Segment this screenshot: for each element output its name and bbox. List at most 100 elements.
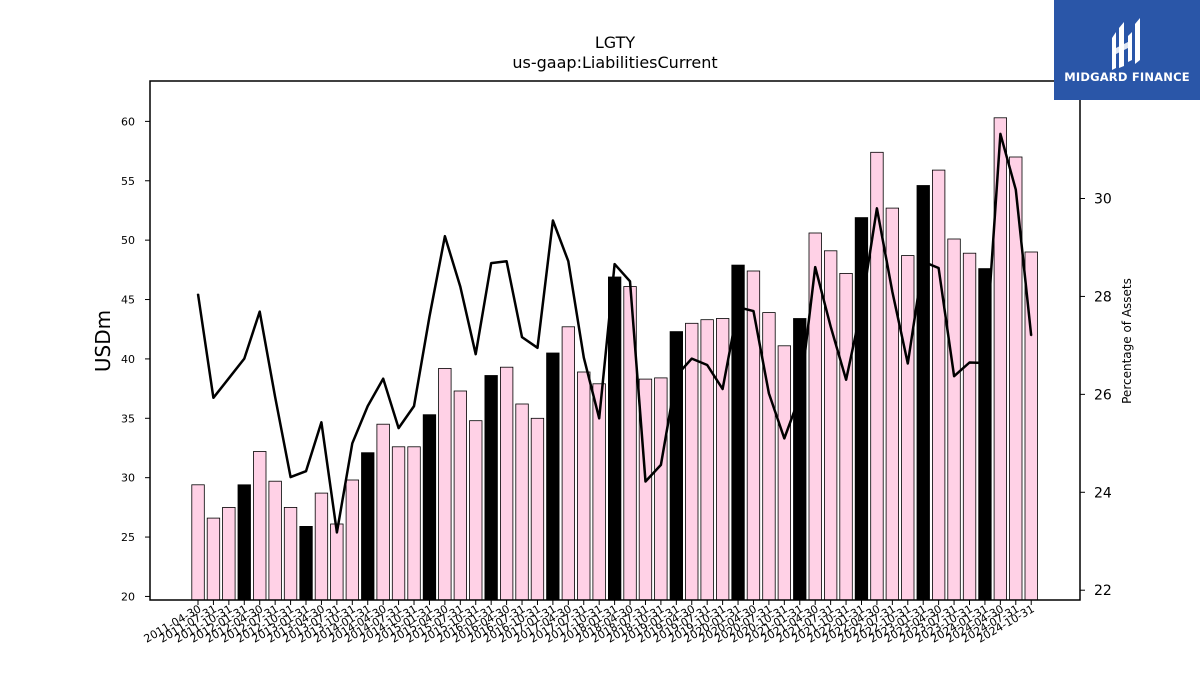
bar: [299, 526, 313, 601]
line-point: [521, 336, 523, 338]
y-tick-label: 45: [121, 294, 135, 307]
line-point: [660, 464, 662, 466]
bar: [345, 479, 360, 601]
brand-name: MIDGARD FINANCE: [1064, 70, 1190, 84]
bar-series: [191, 117, 1038, 601]
bar: [916, 185, 930, 601]
line-point: [614, 263, 616, 265]
y2-tick-label: 22: [1094, 583, 1112, 599]
line-point: [336, 531, 338, 534]
line-point: [629, 280, 631, 282]
bar: [422, 414, 437, 601]
bar: [469, 420, 483, 601]
y-tick-label: 35: [121, 412, 135, 425]
line-point: [228, 377, 230, 379]
y-axis-right: 22 24 26 28 30: [1080, 192, 1112, 599]
bar: [206, 517, 221, 601]
brand-logo: MIDGARD FINANCE: [1054, 0, 1200, 100]
line-point: [968, 361, 971, 364]
line-point: [413, 405, 415, 407]
bar: [283, 506, 298, 601]
line-point: [644, 480, 647, 483]
bar: [391, 446, 406, 601]
bar: [499, 366, 514, 601]
line-point: [274, 396, 276, 398]
bar: [777, 345, 791, 601]
y-tick-label: 60: [121, 115, 135, 128]
line-point: [351, 442, 353, 444]
line-point: [459, 286, 461, 288]
y-tick-label: 25: [121, 531, 135, 544]
line-point: [922, 261, 924, 263]
line-point: [907, 362, 909, 365]
chart-title: LGTY: [595, 33, 636, 52]
line-point: [1015, 189, 1017, 191]
line-point: [197, 293, 199, 295]
line-point: [552, 219, 554, 222]
bar: [947, 238, 961, 601]
bar: [376, 423, 390, 601]
bar: [762, 312, 776, 601]
y-tick-label: 30: [121, 472, 135, 485]
line-point: [1030, 335, 1032, 337]
line-point: [398, 427, 400, 429]
line-point: [691, 358, 693, 360]
line-point: [475, 353, 477, 355]
line-point: [722, 388, 724, 390]
line-point: [783, 437, 785, 439]
line-point: [768, 392, 770, 394]
line-point: [953, 375, 955, 377]
line-series: [196, 132, 1033, 534]
y2-tick-label: 26: [1094, 387, 1112, 403]
y2-axis-label: Percentage of Assets: [1120, 278, 1134, 404]
y-tick-label: 50: [121, 234, 135, 247]
chart-subtitle: us-gaap:LiabilitiesCurrent: [512, 53, 717, 72]
brand-logo-icon: [1112, 18, 1140, 70]
bar: [438, 367, 452, 601]
line-point: [506, 260, 508, 262]
y-axis-left: 20 25 30 35 40 45 50 55 60: [121, 115, 150, 603]
line-point: [799, 395, 801, 397]
line-point: [891, 291, 894, 293]
bar: [253, 451, 267, 601]
line-point: [320, 421, 322, 423]
bar: [546, 352, 560, 601]
bar: [839, 272, 853, 601]
bar: [515, 403, 529, 601]
bar: [330, 523, 344, 601]
bar: [870, 151, 884, 601]
bar: [361, 452, 375, 601]
y2-tick-label: 28: [1094, 289, 1112, 305]
line-point: [583, 357, 585, 359]
line-point: [706, 364, 708, 366]
line-point: [737, 306, 739, 308]
line-point: [444, 235, 446, 237]
line-point: [999, 133, 1002, 135]
line-point: [212, 397, 214, 399]
bar: [268, 480, 282, 601]
y2-tick-label: 24: [1094, 485, 1112, 501]
y-tick-label: 20: [121, 590, 135, 603]
bar: [962, 252, 977, 601]
bar: [577, 371, 591, 601]
bar: [746, 270, 761, 601]
line-point: [290, 476, 292, 478]
bar: [978, 268, 992, 601]
bar: [191, 484, 205, 601]
bar: [932, 169, 946, 601]
line-point: [567, 260, 569, 262]
line-point: [536, 347, 539, 349]
line-point: [830, 325, 832, 327]
bar: [608, 276, 622, 601]
bar: [700, 319, 714, 601]
line-point: [490, 262, 492, 264]
line-point: [860, 306, 863, 308]
line-point: [845, 379, 847, 381]
bar: [314, 492, 329, 601]
bar: [901, 255, 915, 601]
line-point: [752, 310, 755, 312]
bar: [453, 390, 468, 601]
bar: [731, 264, 745, 601]
line-point: [367, 405, 369, 407]
